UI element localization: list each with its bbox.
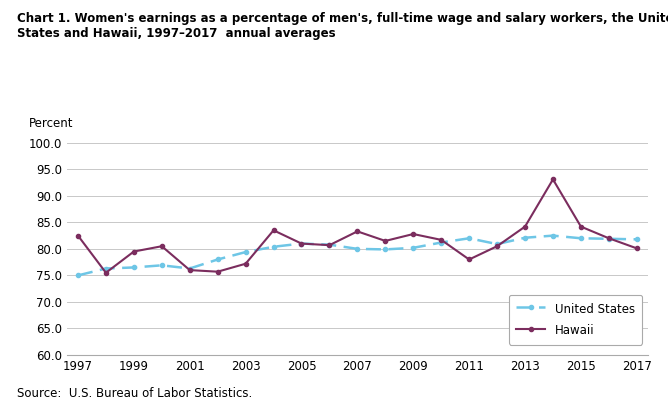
Legend: United States, Hawaii: United States, Hawaii [509, 295, 642, 345]
Text: Source:  U.S. Bureau of Labor Statistics.: Source: U.S. Bureau of Labor Statistics. [17, 387, 252, 400]
Text: Percent: Percent [29, 117, 73, 130]
Text: Chart 1. Women's earnings as a percentage of men's, full-time wage and salary wo: Chart 1. Women's earnings as a percentag… [17, 12, 668, 40]
